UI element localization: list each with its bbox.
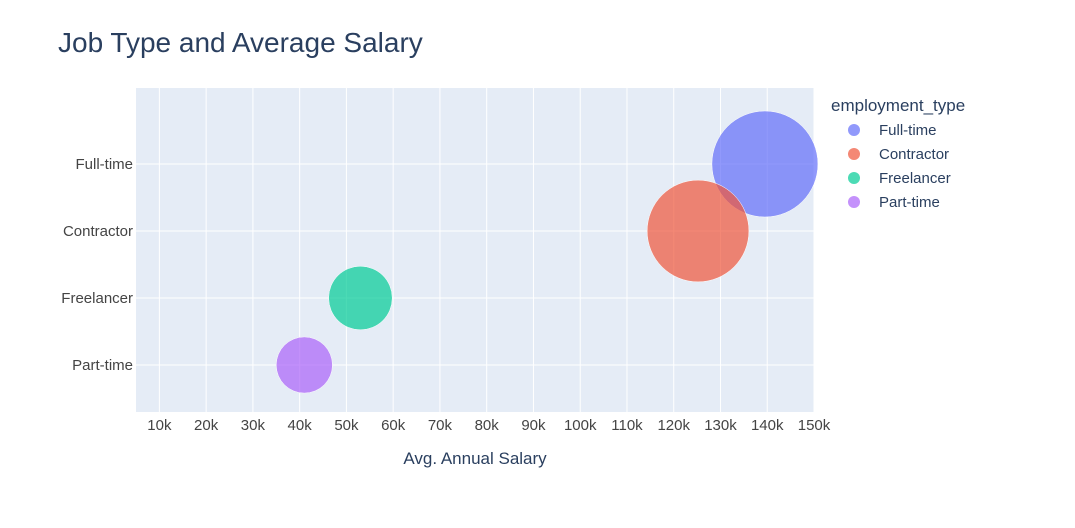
x-tick-label: 50k	[334, 417, 359, 434]
legend-label-full-time: Full-time	[879, 122, 937, 139]
x-tick-label: 40k	[288, 417, 313, 434]
legend-label-contractor: Contractor	[879, 146, 949, 163]
y-tick-label: Part-time	[72, 357, 133, 374]
x-tick-label: 150k	[798, 417, 831, 434]
bubble-part-time	[275, 336, 333, 394]
y-tick-label: Contractor	[63, 223, 133, 240]
x-tick-label: 10k	[147, 417, 172, 434]
x-tick-label: 30k	[241, 417, 266, 434]
legend: employment_type Full-time Contractor Freel…	[831, 96, 965, 211]
legend-label-part-time: Part-time	[879, 194, 940, 211]
x-tick-labels: 10k 20k 30k 40k 50k 60k 70k 80k 90k 100k 110k 120k 1…	[147, 417, 830, 434]
legend-marker-part-time	[848, 196, 860, 208]
bubble-full-time	[711, 110, 819, 218]
x-tick-label: 70k	[428, 417, 453, 434]
y-tick-label: Freelancer	[61, 290, 133, 307]
legend-title: employment_type	[831, 96, 965, 115]
x-tick-label: 120k	[657, 417, 690, 434]
x-gridlines	[158, 88, 815, 412]
x-tick-label: 100k	[564, 417, 597, 434]
legend-items: Full-time Contractor Freelancer Part-time	[848, 122, 951, 211]
y-gridlines	[136, 163, 814, 366]
x-tick-label: 20k	[194, 417, 219, 434]
y-tick-labels: Full-time Contractor Freelancer Part-time	[61, 156, 133, 374]
bubble-freelancer	[328, 265, 393, 331]
x-tick-label: 80k	[475, 417, 500, 434]
legend-marker-contractor	[848, 148, 860, 160]
legend-marker-freelancer	[848, 172, 860, 184]
x-tick-label: 60k	[381, 417, 406, 434]
x-tick-label: 110k	[611, 417, 643, 434]
x-tick-label: 130k	[704, 417, 737, 434]
y-tick-label: Full-time	[75, 156, 133, 173]
bubbles	[275, 110, 819, 394]
x-tick-label: 90k	[521, 417, 546, 434]
bubble-contractor	[646, 179, 750, 283]
x-axis-title: Avg. Annual Salary	[403, 449, 547, 468]
chart-title: Job Type and Average Salary	[58, 27, 423, 58]
x-tick-label: 140k	[751, 417, 784, 434]
legend-marker-full-time	[848, 124, 860, 136]
legend-label-freelancer: Freelancer	[879, 170, 951, 187]
